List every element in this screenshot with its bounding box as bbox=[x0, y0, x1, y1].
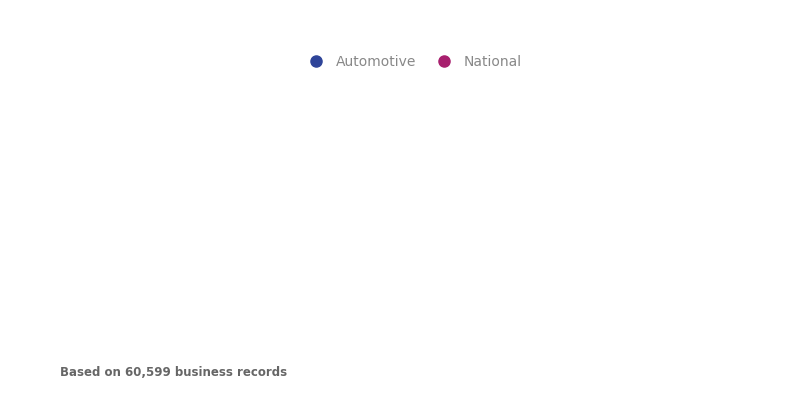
Legend: Automotive, National: Automotive, National bbox=[297, 49, 527, 75]
Text: Based on 60,599 business records: Based on 60,599 business records bbox=[60, 366, 287, 379]
